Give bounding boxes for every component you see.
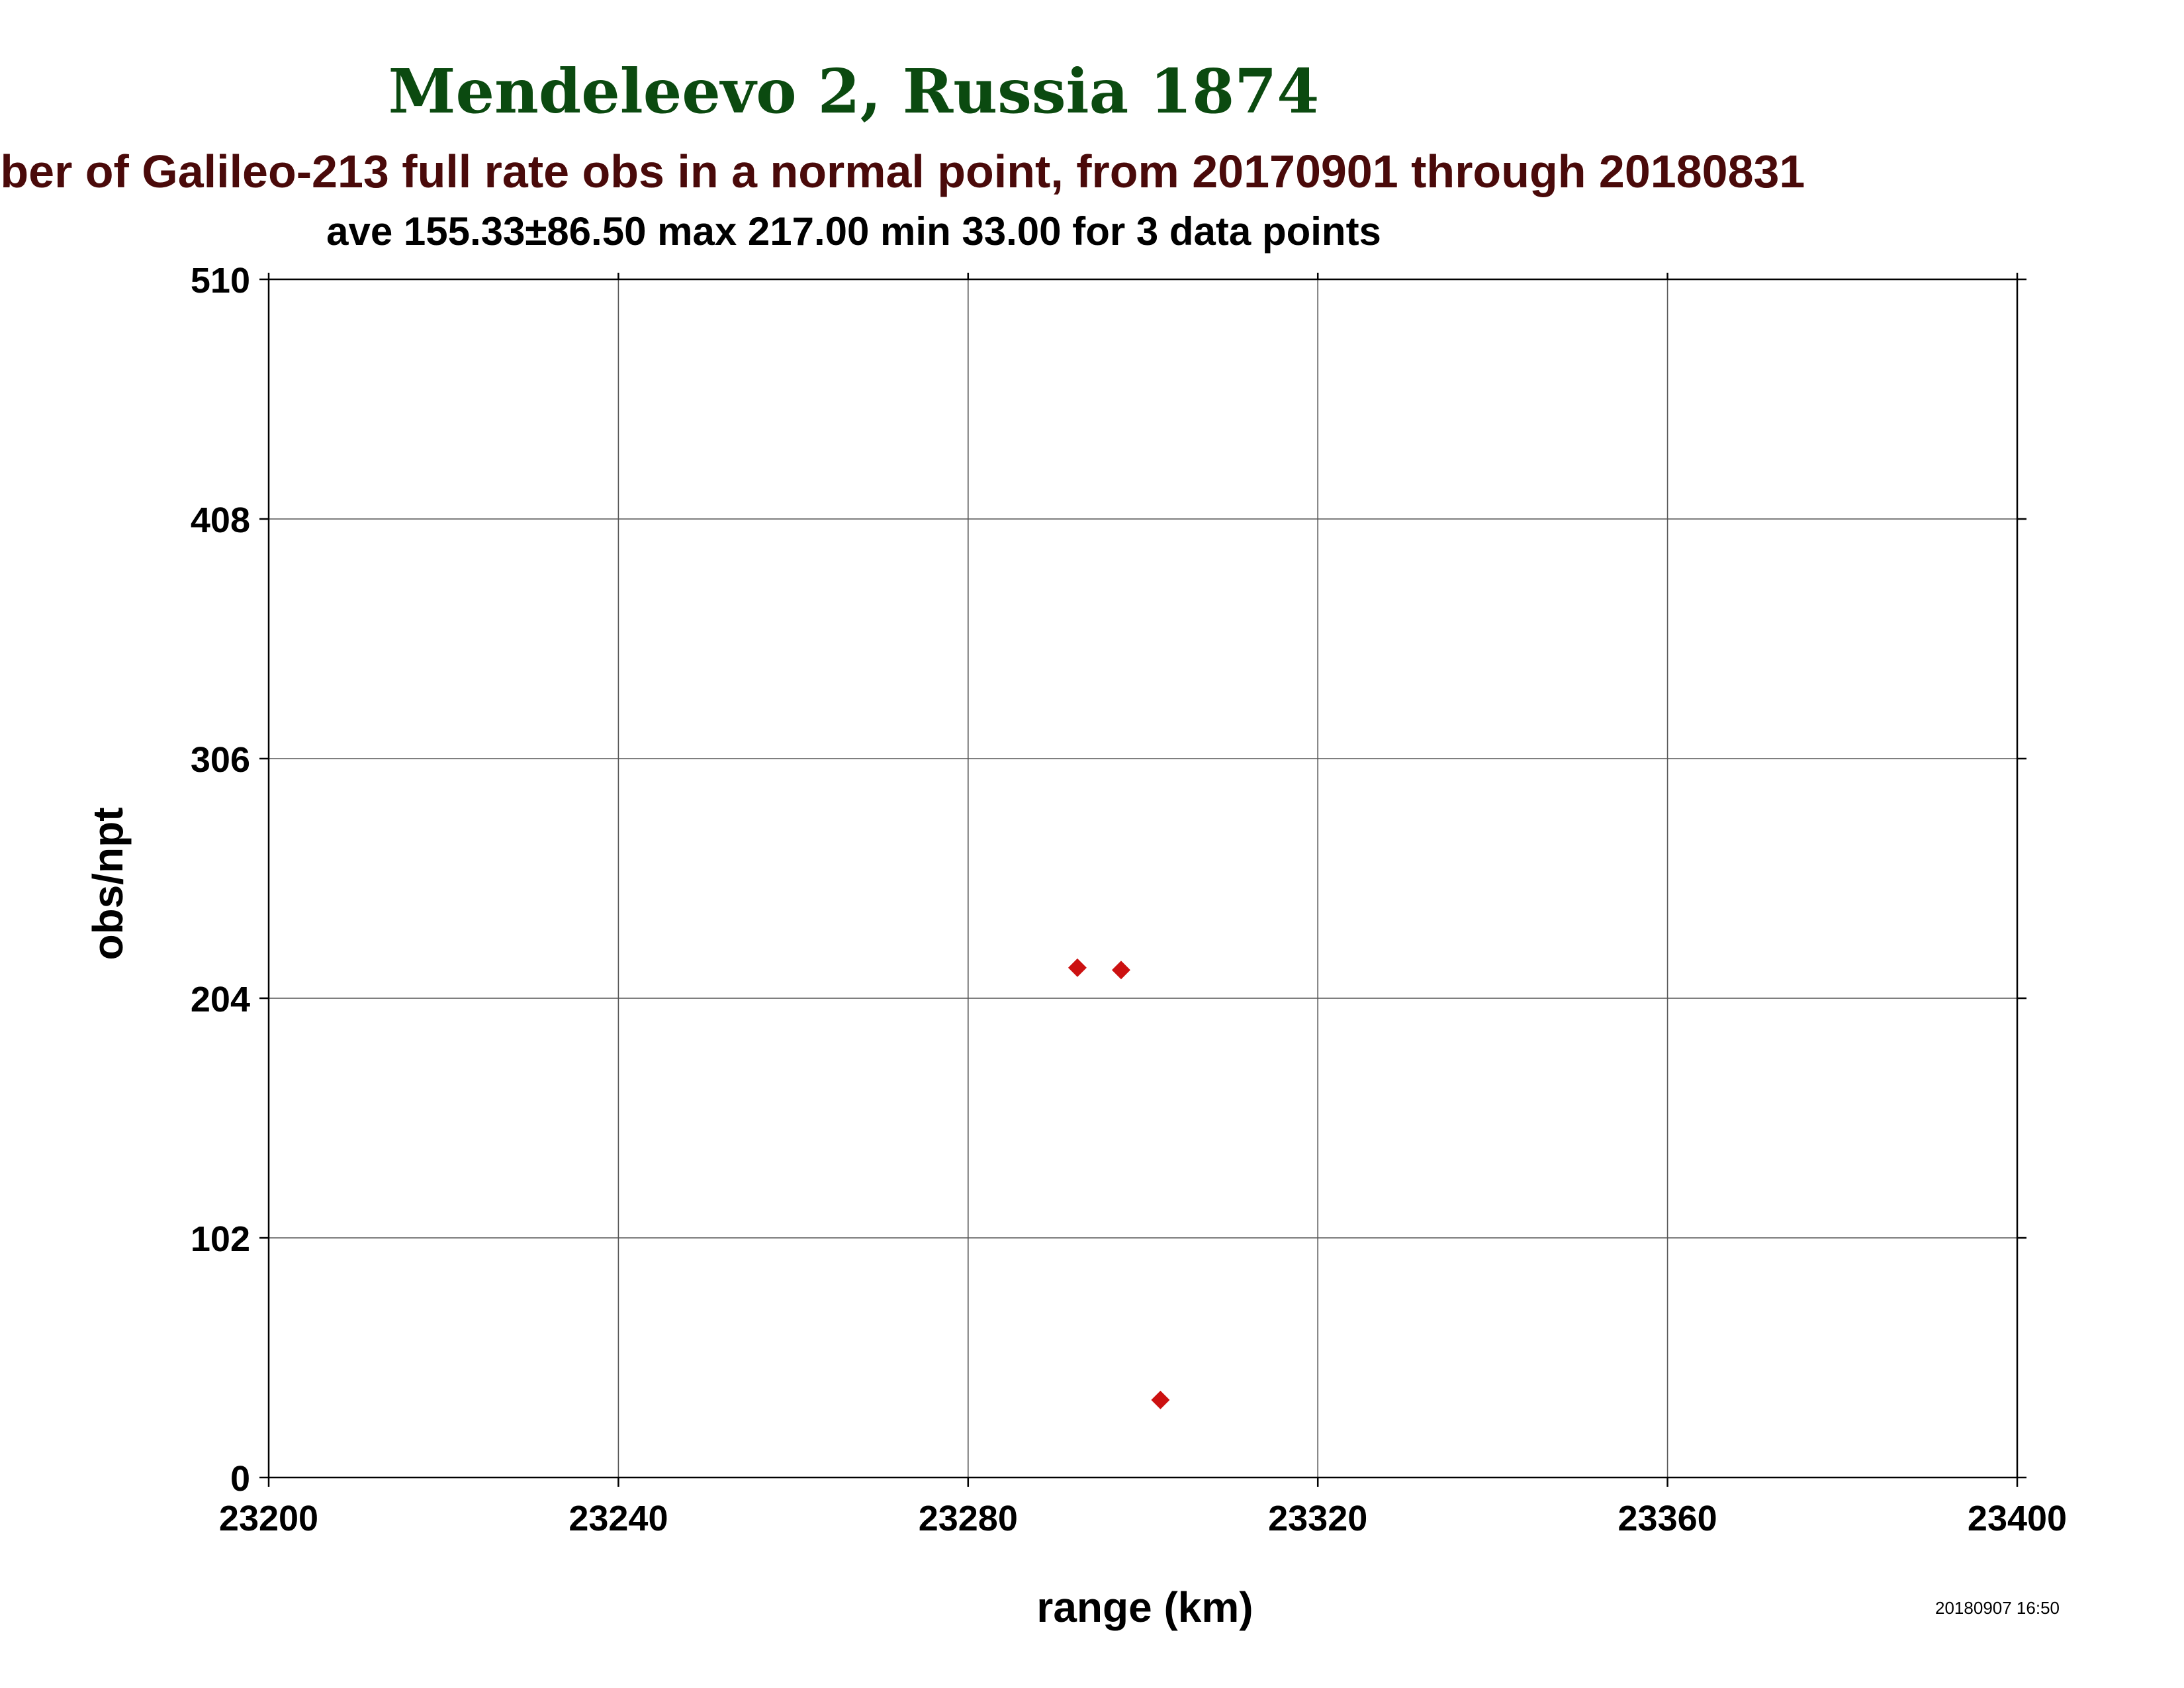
chart-title: Mendeleevo 2, Russia 1874 xyxy=(388,56,1320,127)
axis-ticks xyxy=(259,273,2026,1487)
data-points xyxy=(1068,958,1170,1409)
y-axis-label: obs/npt xyxy=(84,807,132,960)
y-tick-label: 306 xyxy=(191,740,250,780)
x-tick-label: 23360 xyxy=(1618,1499,1717,1538)
x-axis-label: range (km) xyxy=(1036,1583,1253,1631)
x-tick-label: 23400 xyxy=(1968,1499,2067,1538)
timestamp: 20180907 16:50 xyxy=(1935,1598,2060,1618)
y-tick-label: 408 xyxy=(191,500,250,540)
data-point xyxy=(1111,961,1130,980)
x-tick-label: 23200 xyxy=(219,1499,318,1538)
grid-lines xyxy=(269,279,2017,1477)
chart-subtitle: number of Galileo-213 full rate obs in a… xyxy=(0,146,1805,197)
y-tick-label: 0 xyxy=(230,1459,250,1499)
data-point xyxy=(1068,958,1087,977)
plot-frame xyxy=(267,278,2019,1479)
y-tick-label: 102 xyxy=(191,1219,250,1259)
x-tick-label: 23320 xyxy=(1268,1499,1367,1538)
x-tick-label: 23240 xyxy=(569,1499,668,1538)
y-tick-label: 510 xyxy=(191,261,250,301)
x-tick-label: 23280 xyxy=(919,1499,1018,1538)
data-point xyxy=(1151,1390,1170,1409)
chart-stats: ave 155.33±86.50 max 217.00 min 33.00 fo… xyxy=(326,209,1381,254)
tick-labels: 23200 23240 23280 23320 23360 23400 0 102 204 306… xyxy=(191,261,2067,1538)
y-tick-label: 204 xyxy=(191,980,250,1019)
